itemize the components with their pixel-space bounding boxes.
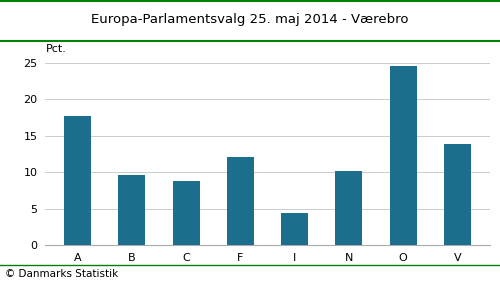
- Bar: [444, 144, 471, 245]
- Bar: [390, 66, 416, 245]
- Bar: [118, 175, 146, 245]
- Text: © Danmarks Statistik: © Danmarks Statistik: [5, 269, 118, 279]
- Bar: [336, 171, 362, 245]
- Bar: [281, 213, 308, 245]
- Bar: [64, 116, 91, 245]
- Bar: [172, 181, 200, 245]
- Text: Europa-Parlamentsvalg 25. maj 2014 - Værebro: Europa-Parlamentsvalg 25. maj 2014 - Vær…: [91, 13, 409, 26]
- Text: Pct.: Pct.: [46, 44, 67, 54]
- Bar: [227, 157, 254, 245]
